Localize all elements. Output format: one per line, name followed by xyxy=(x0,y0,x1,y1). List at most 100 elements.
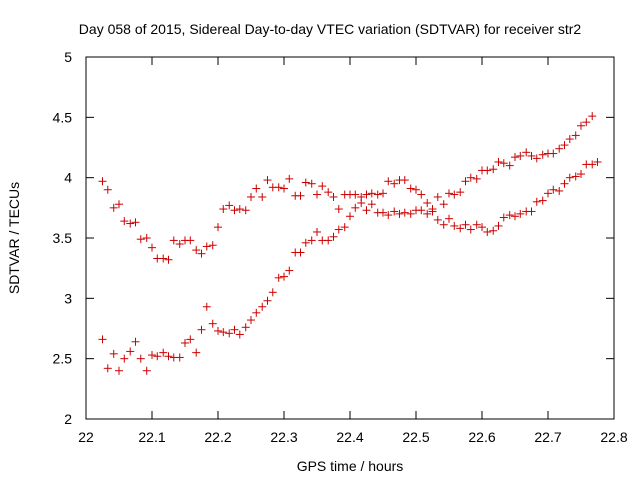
data-point xyxy=(252,184,261,193)
data-point xyxy=(505,211,514,220)
data-point xyxy=(258,192,267,201)
data-point xyxy=(456,188,465,197)
data-point xyxy=(555,144,564,153)
y-tick-label: 5 xyxy=(64,49,72,65)
data-point xyxy=(202,242,211,251)
data-point xyxy=(219,205,228,214)
data-point xyxy=(192,348,201,357)
data-point xyxy=(192,246,201,255)
data-point xyxy=(142,366,151,375)
data-point xyxy=(225,201,234,210)
data-point xyxy=(466,225,475,234)
data-point xyxy=(126,219,135,228)
data-point xyxy=(285,266,294,275)
data-point xyxy=(235,205,244,214)
data-point xyxy=(406,184,415,193)
y-axis-label: SDTVAR / TECUs xyxy=(6,182,22,294)
data-point xyxy=(571,172,580,181)
data-point xyxy=(423,199,432,208)
data-point xyxy=(373,190,382,199)
data-point xyxy=(164,255,173,264)
data-point xyxy=(565,173,574,182)
data-point xyxy=(142,234,151,242)
data-point xyxy=(433,215,442,224)
y-tick-label: 2 xyxy=(64,411,72,427)
y-tick-label: 4 xyxy=(64,170,72,186)
data-point xyxy=(577,170,585,179)
data-point xyxy=(538,196,547,205)
data-point xyxy=(181,338,189,347)
data-point xyxy=(428,207,437,216)
data-point xyxy=(340,223,349,232)
x-tick-label: 22.1 xyxy=(138,429,165,445)
data-point xyxy=(379,189,387,198)
data-point xyxy=(109,349,118,358)
data-point xyxy=(329,232,338,241)
data-point xyxy=(588,112,597,121)
data-point xyxy=(126,347,135,356)
data-point xyxy=(346,212,354,221)
data-point xyxy=(450,190,459,199)
data-point xyxy=(390,207,399,216)
data-point xyxy=(324,188,333,197)
data-point xyxy=(235,330,244,339)
data-point xyxy=(208,241,217,250)
data-point xyxy=(483,227,492,236)
data-point xyxy=(544,189,552,198)
data-point xyxy=(115,366,123,375)
data-point xyxy=(499,213,508,222)
data-points xyxy=(98,112,602,375)
data-point xyxy=(313,227,321,236)
x-tick-label: 22 xyxy=(78,429,94,445)
x-tick-label: 22.6 xyxy=(468,429,495,445)
data-point xyxy=(175,240,184,249)
data-point xyxy=(159,254,168,263)
data-point xyxy=(549,185,558,194)
data-point xyxy=(466,173,475,182)
data-point xyxy=(417,190,426,199)
data-point xyxy=(351,190,360,199)
data-point xyxy=(555,186,564,195)
data-point xyxy=(136,235,145,244)
data-point xyxy=(417,206,426,215)
chart-title: Day 058 of 2015, Sidereal Day-to-day VTE… xyxy=(79,21,582,37)
data-point xyxy=(115,200,123,209)
data-point xyxy=(445,189,453,198)
data-point xyxy=(505,161,514,170)
data-point xyxy=(549,149,558,158)
data-point xyxy=(98,335,107,344)
data-point xyxy=(450,221,459,230)
data-point xyxy=(263,296,272,305)
data-point xyxy=(560,179,569,188)
data-point xyxy=(478,223,486,232)
data-point xyxy=(109,203,118,212)
data-point xyxy=(461,220,470,229)
data-point xyxy=(230,206,239,215)
y-tick-label: 3.5 xyxy=(53,230,73,246)
data-point xyxy=(153,352,162,361)
data-point xyxy=(439,200,448,209)
data-point xyxy=(412,185,420,194)
data-point xyxy=(329,192,338,201)
data-point xyxy=(334,225,343,234)
data-point xyxy=(483,166,492,175)
data-point xyxy=(334,205,343,214)
data-point xyxy=(241,323,250,332)
data-point xyxy=(588,160,597,169)
data-point xyxy=(148,243,156,252)
data-point xyxy=(301,178,310,187)
x-tick-label: 22.7 xyxy=(534,429,561,445)
data-point xyxy=(384,211,393,220)
data-point xyxy=(565,135,574,144)
data-point xyxy=(301,238,310,247)
data-point xyxy=(225,329,234,338)
data-point xyxy=(362,190,371,199)
data-point xyxy=(241,206,250,215)
data-point xyxy=(186,335,195,344)
data-point xyxy=(274,273,283,282)
data-point xyxy=(274,183,283,192)
data-point xyxy=(120,354,129,363)
data-point xyxy=(263,176,272,185)
data-point xyxy=(571,131,580,140)
y-tick-label: 4.5 xyxy=(53,109,73,125)
